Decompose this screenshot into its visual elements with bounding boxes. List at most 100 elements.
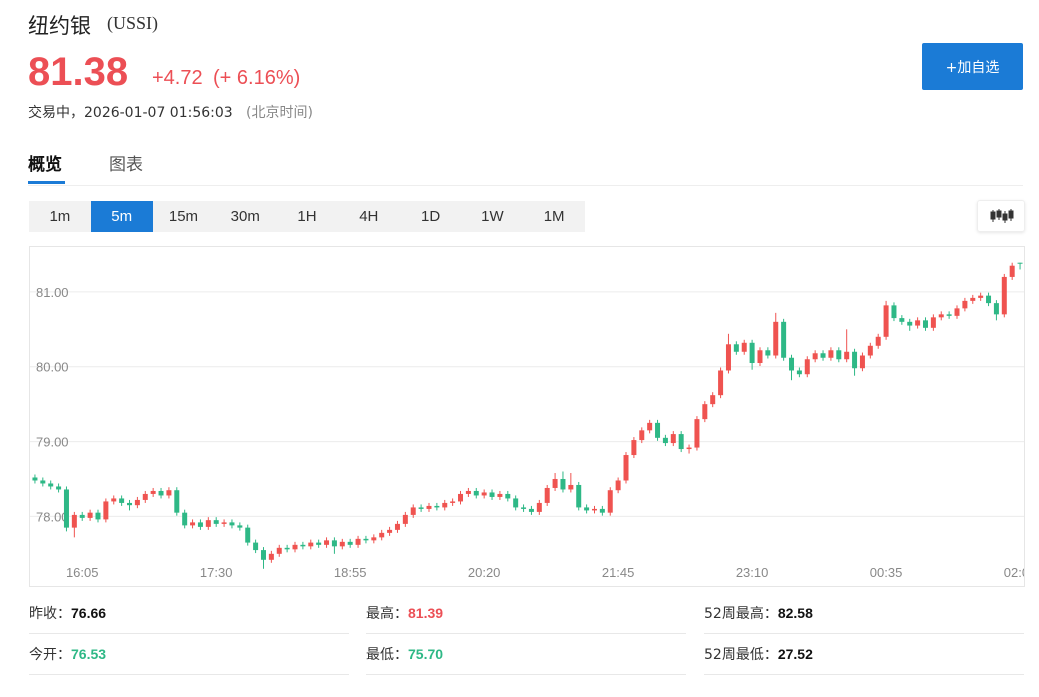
candle-body bbox=[765, 350, 771, 356]
candlestick-chart: 78.00 79.00 80.00 81.00 16:05 17:30 18:55 20:20… bbox=[29, 246, 1025, 587]
candle-body bbox=[544, 487, 550, 503]
candle-body bbox=[166, 490, 172, 496]
stat-col: 昨收： 76.66 今开： 76.53 bbox=[29, 593, 349, 675]
candle-body bbox=[465, 490, 471, 494]
candle-body bbox=[978, 295, 984, 298]
stat: 今开： 76.53 bbox=[29, 634, 349, 675]
period-button[interactable]: 4H bbox=[359, 208, 379, 225]
candle-body bbox=[300, 544, 306, 547]
candle-body bbox=[355, 538, 361, 545]
period-button[interactable]: 30m bbox=[230, 208, 260, 225]
candle-body bbox=[63, 489, 69, 528]
candle-body bbox=[796, 370, 802, 375]
candle-body bbox=[95, 512, 101, 520]
candle-body bbox=[986, 295, 992, 304]
candle-body bbox=[938, 314, 944, 318]
candle-body bbox=[134, 499, 140, 506]
candle-body bbox=[394, 523, 400, 530]
candle-body bbox=[473, 490, 479, 496]
candle-body bbox=[757, 350, 763, 363]
candle-body bbox=[268, 553, 274, 560]
candle-body bbox=[828, 350, 834, 358]
candle-body bbox=[402, 514, 408, 524]
candle-body bbox=[316, 542, 322, 545]
candle-body bbox=[32, 477, 38, 481]
candle-body bbox=[536, 502, 542, 512]
period-button[interactable]: 1H bbox=[297, 208, 317, 225]
period-button[interactable]: 5m bbox=[90, 201, 153, 232]
tab[interactable]: 图表 bbox=[109, 155, 143, 175]
candle-body bbox=[387, 529, 393, 533]
candle-body bbox=[568, 484, 574, 490]
candle-body bbox=[521, 507, 527, 509]
tab-indicator bbox=[28, 181, 65, 184]
candle-body bbox=[891, 305, 897, 319]
candle-body bbox=[781, 321, 787, 358]
candle-body bbox=[142, 493, 148, 500]
candle-body bbox=[410, 507, 416, 515]
candle-body bbox=[710, 395, 716, 405]
stat-label: 最低： bbox=[366, 647, 408, 663]
stat-col: 52周最高： 82.58 52周最低： 27.52 bbox=[704, 593, 1024, 675]
candle-body bbox=[907, 321, 913, 326]
y-tick-label: 80.00 bbox=[36, 360, 69, 375]
stat-value: 76.53 bbox=[71, 646, 107, 662]
period-button[interactable]: 15m bbox=[168, 208, 199, 225]
stat-label: 昨收： bbox=[29, 606, 71, 622]
timezone: (北京时间) bbox=[246, 105, 313, 121]
candle-body bbox=[915, 320, 921, 326]
candle-body bbox=[174, 490, 180, 513]
tab[interactable]: 概览 bbox=[28, 155, 62, 175]
candle-body bbox=[237, 525, 243, 528]
candle-body bbox=[922, 320, 928, 328]
candle-body bbox=[859, 355, 865, 369]
period-button[interactable]: 1D bbox=[420, 208, 441, 225]
trade-status: 交易中，2026-01-07 01:56:03 bbox=[28, 105, 233, 121]
period-bar: 1m 5m 15m 30m 1H 4H 1D 1W 1M bbox=[29, 201, 585, 232]
stat-value: 27.52 bbox=[777, 646, 813, 662]
stat-value: 82.58 bbox=[777, 605, 813, 621]
candle-body bbox=[584, 507, 590, 511]
candle-body bbox=[158, 490, 164, 496]
candle-body bbox=[253, 542, 259, 551]
y-tick-label: 78.00 bbox=[36, 509, 69, 524]
stat-label: 52周最低： bbox=[704, 647, 778, 663]
candle-body bbox=[426, 505, 432, 509]
candle-body bbox=[284, 547, 290, 550]
candle-body bbox=[260, 550, 266, 560]
period-button[interactable]: 1W bbox=[481, 208, 504, 225]
candle-body bbox=[662, 437, 668, 444]
period-button[interactable]: 1m bbox=[49, 208, 71, 225]
candle-body bbox=[875, 336, 881, 346]
candle-body bbox=[418, 507, 424, 509]
x-tick-label: 23:10 bbox=[736, 565, 769, 580]
candle-body bbox=[245, 527, 251, 543]
y-tick-label: 81.00 bbox=[36, 285, 69, 300]
price-change-pct: (+ 6.16%) bbox=[213, 67, 301, 89]
candle-body bbox=[655, 422, 661, 438]
stat: 52周最高： 82.58 bbox=[704, 593, 1024, 634]
add-watchlist-button[interactable]: +加自选 bbox=[922, 43, 1023, 90]
candle-body bbox=[71, 514, 77, 528]
x-tick-label: 02:00 bbox=[1004, 565, 1025, 580]
candle-body bbox=[741, 342, 747, 352]
candle-body bbox=[962, 300, 968, 309]
price: 81.38 bbox=[28, 50, 129, 94]
x-tick-label: 17:30 bbox=[200, 565, 233, 580]
candle-body bbox=[79, 514, 85, 518]
x-tick-label: 20:20 bbox=[468, 565, 501, 580]
candle-body bbox=[363, 538, 369, 541]
candle-body bbox=[111, 498, 117, 502]
candle-body bbox=[213, 520, 219, 524]
y-tick-label: 79.00 bbox=[36, 435, 69, 450]
candle-body bbox=[615, 480, 621, 491]
stock-code: (USSI) bbox=[107, 13, 159, 33]
candle-body bbox=[347, 541, 353, 545]
period-button[interactable]: 1M bbox=[543, 208, 565, 225]
divider bbox=[28, 185, 1023, 186]
chart-type-button[interactable] bbox=[977, 200, 1025, 232]
candle-body bbox=[434, 505, 440, 508]
candle-body bbox=[528, 508, 534, 512]
candle-body bbox=[749, 342, 755, 363]
candle-body bbox=[678, 434, 684, 450]
